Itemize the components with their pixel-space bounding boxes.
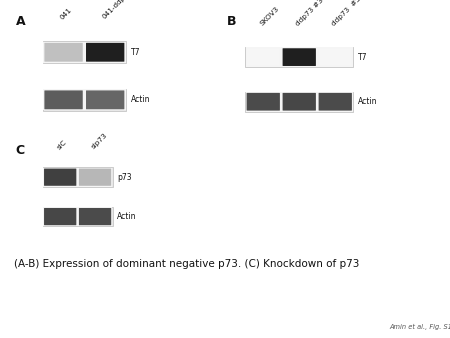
FancyBboxPatch shape (247, 93, 280, 111)
FancyBboxPatch shape (43, 207, 112, 226)
FancyBboxPatch shape (283, 93, 316, 111)
Text: SKOV3: SKOV3 (259, 6, 280, 27)
FancyBboxPatch shape (283, 48, 316, 66)
FancyBboxPatch shape (43, 42, 126, 63)
FancyBboxPatch shape (43, 207, 112, 226)
Text: C: C (16, 144, 25, 156)
Text: ddp73  #5: ddp73 #5 (331, 0, 362, 27)
FancyBboxPatch shape (43, 89, 126, 111)
FancyBboxPatch shape (43, 89, 126, 110)
FancyBboxPatch shape (43, 167, 112, 187)
FancyBboxPatch shape (79, 169, 111, 186)
Text: 041: 041 (59, 6, 73, 20)
FancyBboxPatch shape (246, 92, 353, 112)
FancyBboxPatch shape (79, 208, 111, 225)
FancyBboxPatch shape (247, 48, 280, 66)
FancyBboxPatch shape (245, 47, 353, 67)
FancyBboxPatch shape (319, 48, 352, 66)
FancyBboxPatch shape (246, 47, 353, 67)
Text: 041-ddp73: 041-ddp73 (101, 0, 133, 20)
FancyBboxPatch shape (44, 208, 76, 225)
Text: T7: T7 (358, 53, 367, 62)
FancyBboxPatch shape (45, 91, 83, 109)
Text: Actin: Actin (117, 212, 136, 221)
Text: T7: T7 (130, 48, 140, 57)
FancyBboxPatch shape (245, 92, 353, 112)
Text: (A-B) Expression of dominant negative p73. (C) Knockdown of p73: (A-B) Expression of dominant negative p7… (14, 259, 359, 269)
FancyBboxPatch shape (86, 43, 124, 62)
FancyBboxPatch shape (319, 93, 352, 111)
Text: Amin et al., Fig. S1: Amin et al., Fig. S1 (389, 323, 450, 330)
FancyBboxPatch shape (44, 169, 76, 186)
FancyBboxPatch shape (43, 42, 126, 63)
FancyBboxPatch shape (45, 43, 83, 62)
Text: A: A (16, 15, 25, 28)
FancyBboxPatch shape (86, 91, 124, 109)
FancyBboxPatch shape (43, 168, 112, 187)
Text: siC: siC (56, 139, 68, 150)
Text: ddp73 #3: ddp73 #3 (295, 0, 325, 27)
Text: sip73: sip73 (91, 132, 109, 150)
Text: B: B (227, 15, 237, 28)
Text: p73: p73 (117, 173, 131, 182)
Text: Actin: Actin (358, 97, 377, 106)
Text: Actin: Actin (130, 95, 150, 104)
